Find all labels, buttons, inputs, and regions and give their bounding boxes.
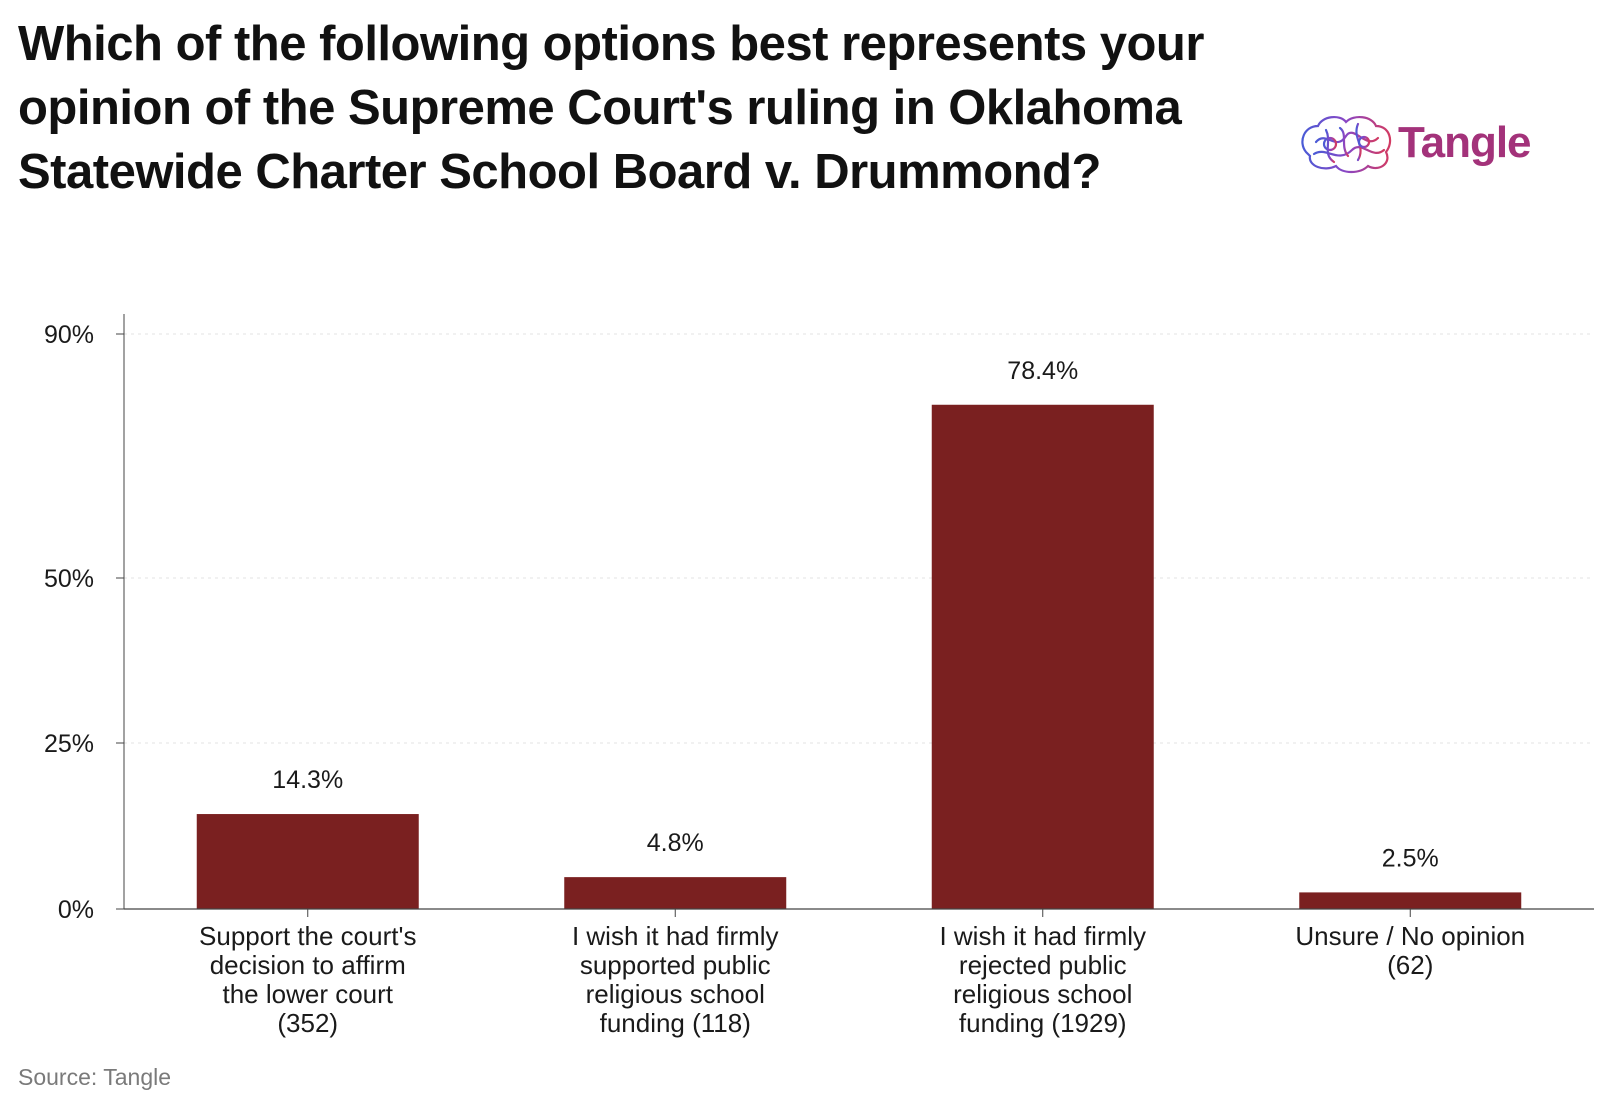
- y-tick-label: 0%: [58, 896, 94, 924]
- x-tick-label: I wish it had firmly rejected public relig…: [939, 921, 1146, 1038]
- x-tick-label-line: Unsure / No opinion: [1295, 921, 1525, 951]
- bar-value-label: 2.5%: [1382, 844, 1439, 872]
- x-tick-label-line: funding (118): [600, 1008, 751, 1038]
- bar: [1299, 892, 1522, 909]
- brain-icon: [1301, 116, 1392, 174]
- y-tick-label: 25%: [44, 730, 94, 758]
- x-tick-label-line: religious school: [586, 979, 765, 1009]
- x-tick-label-line: (62): [1387, 950, 1433, 980]
- x-tick-label-line: religious school: [953, 979, 1132, 1009]
- x-tick-label-line: the lower court: [222, 979, 393, 1009]
- x-tick-label: I wish it had firmly supported public reli…: [572, 921, 779, 1038]
- bar: [196, 814, 419, 909]
- x-tick-label: Support the court's decision to affirm the…: [199, 921, 416, 1038]
- x-tick-label-line: Support the court's: [199, 921, 416, 951]
- bar-value-label: 14.3%: [272, 766, 343, 794]
- x-tick-label: Unsure / No opinion (62): [1295, 921, 1525, 980]
- x-tick-label-line: (352): [277, 1008, 338, 1038]
- chart-title: Which of the following options best repr…: [18, 17, 1204, 199]
- x-tick-label-line: rejected public: [959, 950, 1127, 980]
- source-note: Source: Tangle: [18, 1064, 172, 1090]
- bar: [931, 404, 1154, 909]
- x-tick-label-line: decision to affirm: [210, 950, 406, 980]
- logo-text: Tangle: [1398, 118, 1532, 167]
- bar: [564, 877, 787, 909]
- bar-chart: 0% 25% 50% 90% 14.3% Support the court's decis…: [44, 314, 1594, 1038]
- x-tick-label-line: I wish it had firmly: [939, 921, 1146, 951]
- x-tick-label-line: funding (1929): [959, 1008, 1127, 1038]
- x-tick-label-line: I wish it had firmly: [572, 921, 779, 951]
- tangle-logo: Tangle: [1296, 112, 1556, 182]
- y-tick-label: 90%: [44, 321, 94, 349]
- y-tick-label: 50%: [44, 565, 94, 593]
- bar-value-label: 78.4%: [1007, 357, 1078, 385]
- bar-value-label: 4.8%: [647, 829, 704, 857]
- x-tick-label-line: supported public: [580, 950, 771, 980]
